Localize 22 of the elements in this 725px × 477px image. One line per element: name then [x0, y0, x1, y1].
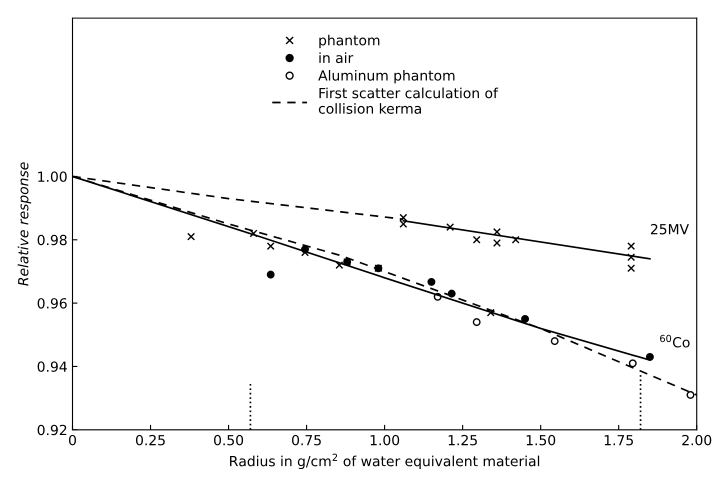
- y-tick-label: 0.96: [38, 298, 67, 309]
- x-tick-label: 1.75: [604, 435, 633, 446]
- y-axis-title: Relative response: [18, 162, 32, 286]
- x-tick-label: 1.50: [526, 434, 556, 446]
- x-tick-label: 0.25: [136, 434, 165, 446]
- x-tick-label: 0.50: [214, 434, 244, 446]
- legend-label: Aluminum phantom: [318, 70, 454, 84]
- x-tick-label: 1.00: [370, 434, 400, 446]
- x-tick-label: 0: [68, 434, 76, 446]
- x-tick-label: 0.75: [292, 434, 321, 446]
- x-tick-label: 1.25: [448, 434, 477, 446]
- legend-label: First scatter calculation of collision kerma: [318, 88, 498, 114]
- y-tick-label: 0.92: [38, 424, 66, 436]
- legend-label: phantom: [319, 34, 380, 48]
- annotation: $^{60}$Co: [660, 334, 690, 348]
- y-tick-label: 1.00: [38, 171, 67, 182]
- y-tick-label: 0.94: [38, 361, 67, 372]
- x-tick-label: 2.00: [682, 434, 712, 446]
- y-tick-label: 0.98: [38, 234, 67, 246]
- x-axis-title: Radius in g/cm$^{2}$ of water equivalent material: [230, 454, 540, 470]
- legend-label: in air: [319, 52, 354, 64]
- annotation: 25MV: [650, 224, 689, 234]
